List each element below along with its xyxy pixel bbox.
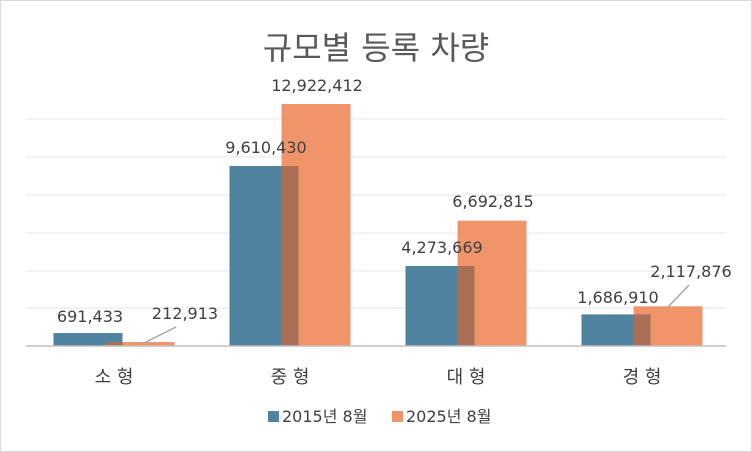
data-label-2025-0: 212,913 [152,304,218,323]
data-label-2025-3: 2,117,876 [650,262,731,281]
bars [26,104,726,347]
legend: 2015년 8월 2025년 8월 [268,407,491,426]
bar-overlap-0 [105,342,123,346]
legend-swatch-2025 [392,411,403,422]
data-label-2015-2: 4,273,669 [401,238,482,257]
legend-label-2025: 2025년 8월 [406,407,491,426]
category-label-0: 소 형 [95,367,134,388]
bar-2025-0 [105,342,175,346]
category-label-1: 중 형 [271,367,310,388]
data-label-2015-3: 1,686,910 [577,288,658,307]
legend-label-2015: 2015년 8월 [282,407,367,426]
bar-overlap-1 [281,166,299,346]
data-label-2015-1: 9,610,430 [225,138,306,157]
data-label-2025-2: 6,692,815 [452,192,533,211]
data-label-2025-1: 12,922,412 [271,76,363,95]
bar-2015-0 [53,333,123,346]
category-label-2: 대 형 [447,367,486,388]
leader-line-compact [667,284,690,308]
leader-line-small [141,326,177,345]
grid-lines [26,118,726,309]
chart-title: 규모별 등록 차량 [263,29,489,67]
category-label-3: 경 형 [623,367,662,388]
legend-swatch-2015 [268,411,279,422]
bar-overlap-3 [633,314,651,346]
data-label-2015-0: 691,433 [57,307,123,326]
bar-overlap-2 [457,265,475,346]
data-labels: 691,433 9,610,430 4,273,669 1,686,910 212,91… [57,76,732,345]
